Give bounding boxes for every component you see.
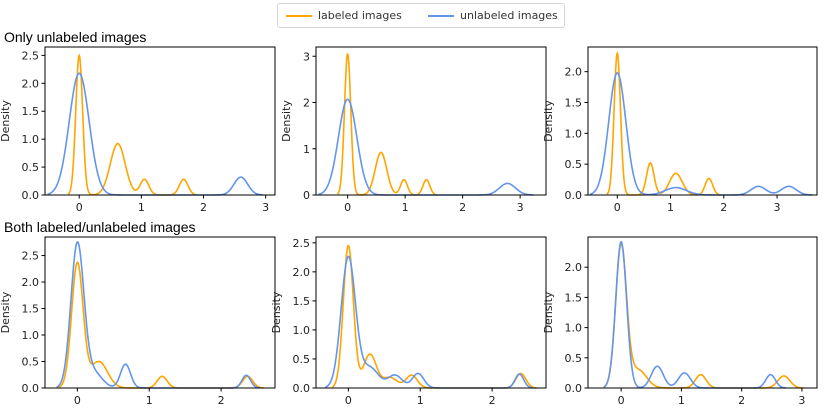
y-axis-label: Density — [0, 291, 12, 333]
y-axis-label: Density — [542, 291, 555, 333]
y-tick-label: 2.5 — [22, 49, 40, 62]
y-tick-label: 1.0 — [22, 133, 40, 146]
series-line-labeled — [603, 242, 804, 389]
y-tick-label: 0.0 — [293, 382, 311, 395]
x-tick-label: 3 — [798, 394, 805, 407]
density-chart-6: 0 1 2 3 0.0 0.5 1.0 1.5 2.0 Density — [542, 236, 818, 407]
y-tick-label: 0.0 — [22, 382, 40, 395]
series-line-unlabeled — [603, 240, 787, 389]
legend-label-labeled: labeled images — [318, 9, 402, 22]
row-label-bottom: Both labeled/unlabeled images — [4, 219, 196, 235]
y-tick-label: 0.0 — [22, 189, 40, 202]
x-tick-label: 0 — [614, 201, 621, 214]
x-tick-label: 2 — [218, 394, 225, 407]
series-line-unlabeled — [325, 255, 534, 389]
x-tick-label: 2 — [489, 394, 496, 407]
y-tick-label: 1.5 — [293, 295, 311, 308]
y-axis-label: Density — [0, 100, 12, 142]
plot-frame — [44, 46, 276, 196]
y-tick-label: 3 — [303, 50, 310, 63]
y-tick-label: 0.0 — [565, 382, 583, 395]
y-tick-label: 2.0 — [565, 66, 583, 79]
y-tick-label: 2.0 — [22, 77, 40, 90]
y-tick-label: 0.5 — [22, 161, 40, 174]
x-tick-label: 2 — [720, 201, 727, 214]
y-tick-label: 0.5 — [565, 158, 583, 171]
plot-frame — [587, 46, 818, 196]
y-tick-label: 2.0 — [565, 261, 583, 274]
series-line-unlabeled — [47, 72, 263, 196]
plot-frame — [315, 236, 547, 389]
x-tick-label: 1 — [402, 201, 409, 214]
series-line-unlabeled — [56, 240, 261, 389]
legend-line-unlabeled — [428, 15, 454, 17]
y-tick-label: 0.0 — [565, 189, 583, 202]
plot-frame — [315, 46, 547, 196]
y-tick-label: 0.5 — [293, 353, 311, 366]
y-tick-label: 1.5 — [22, 105, 40, 118]
y-tick-label: 2.5 — [22, 250, 40, 263]
density-chart-2: 0 1 2 3 0 1 2 3 Density — [280, 46, 547, 214]
legend: labeled images unlabeled images — [277, 3, 565, 28]
series-line-labeled — [331, 244, 537, 389]
series-line-labeled — [58, 261, 264, 389]
y-tick-label: 0.5 — [22, 356, 40, 369]
y-axis-label: Density — [280, 100, 293, 142]
y-axis-label: Density — [542, 100, 555, 142]
x-tick-label: 1 — [146, 394, 153, 407]
x-tick-label: 0 — [74, 394, 81, 407]
y-axis-label: Density — [270, 291, 283, 333]
x-tick-label: 3 — [517, 201, 524, 214]
y-tick-label: 1.0 — [22, 329, 40, 342]
y-tick-label: 0.5 — [565, 352, 583, 365]
x-tick-label: 1 — [667, 201, 674, 214]
series-line-labeled — [606, 51, 721, 196]
x-tick-label: 0 — [344, 201, 351, 214]
x-tick-label: 2 — [738, 394, 745, 407]
row-label-top: Only unlabeled images — [4, 29, 147, 45]
density-chart-1: 0 1 2 3 0.0 0.5 1.0 1.5 2.0 2.5 Density — [0, 46, 276, 214]
y-tick-label: 1.5 — [565, 97, 583, 110]
x-tick-label: 3 — [774, 201, 781, 214]
x-tick-label: 3 — [262, 201, 269, 214]
legend-line-labeled — [286, 15, 312, 17]
x-tick-label: 2 — [459, 201, 466, 214]
y-tick-label: 1.5 — [22, 303, 40, 316]
series-line-labeled — [67, 53, 198, 196]
series-line-labeled — [336, 53, 438, 196]
plot-frame — [44, 236, 276, 389]
x-tick-label: 2 — [200, 201, 207, 214]
y-tick-label: 1 — [303, 143, 310, 156]
y-tick-label: 0 — [303, 189, 310, 202]
x-tick-label: 0 — [618, 394, 625, 407]
y-tick-label: 2.0 — [293, 266, 311, 279]
legend-label-unlabeled: unlabeled images — [460, 9, 558, 22]
x-tick-label: 0 — [76, 201, 83, 214]
y-tick-label: 2.5 — [293, 237, 311, 250]
density-chart-4: 0 1 2 0.0 0.5 1.0 1.5 2.0 2.5 Density — [0, 236, 276, 407]
y-tick-label: 2 — [303, 97, 310, 110]
density-chart-5: 0 1 2 0.0 0.5 1.0 1.5 2.0 2.5 Density — [270, 236, 547, 407]
x-tick-label: 1 — [417, 394, 424, 407]
y-tick-label: 1.0 — [565, 322, 583, 335]
x-tick-label: 1 — [678, 394, 685, 407]
x-tick-label: 1 — [138, 201, 145, 214]
x-tick-label: 0 — [345, 394, 352, 407]
plot-frame — [587, 236, 818, 389]
y-tick-label: 1.5 — [565, 291, 583, 304]
y-tick-label: 1.0 — [293, 324, 311, 337]
y-tick-label: 1.0 — [565, 127, 583, 140]
density-chart-3: 0 1 2 3 0.0 0.5 1.0 1.5 2.0 Density — [542, 46, 818, 214]
y-tick-label: 2.0 — [22, 276, 40, 289]
